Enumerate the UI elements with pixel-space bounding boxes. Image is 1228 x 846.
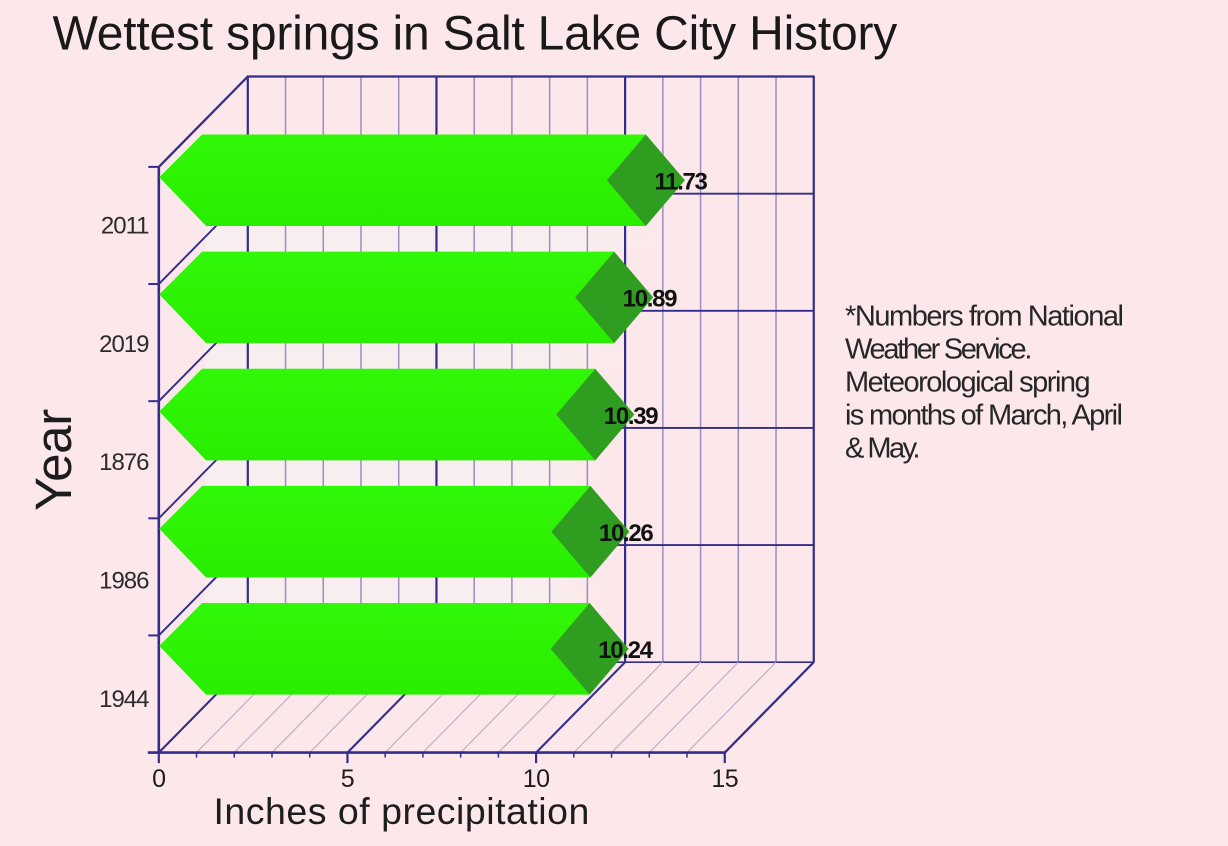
svg-text:10.89: 10.89 [623, 286, 678, 313]
svg-text:10.39: 10.39 [604, 403, 659, 430]
svg-text:Wettest springs in Salt Lake C: Wettest springs in Salt Lake City Histor… [53, 8, 898, 61]
svg-text:1876: 1876 [99, 449, 149, 476]
svg-text:Meteorological spring: Meteorological spring [845, 366, 1090, 398]
svg-text:Inches of precipitation: Inches of precipitation [214, 790, 590, 832]
svg-text:is months of March, April: is months of March, April [845, 399, 1121, 431]
svg-text:*Numbers from National: *Numbers from National [845, 300, 1123, 332]
svg-text:Year: Year [25, 409, 82, 511]
svg-text:1944: 1944 [99, 686, 149, 713]
svg-text:2019: 2019 [99, 331, 149, 358]
svg-text:& May.: & May. [845, 432, 919, 464]
svg-text:5: 5 [341, 765, 354, 793]
svg-text:11.73: 11.73 [654, 169, 707, 196]
svg-text:0: 0 [152, 765, 165, 793]
svg-text:10: 10 [523, 765, 550, 793]
svg-text:15: 15 [711, 765, 738, 793]
svg-text:10.24: 10.24 [598, 637, 654, 664]
svg-text:10.26: 10.26 [599, 520, 654, 547]
svg-text:1986: 1986 [99, 568, 149, 595]
svg-text:2011: 2011 [101, 212, 149, 239]
svg-text:Weather Service.: Weather Service. [845, 333, 1030, 365]
